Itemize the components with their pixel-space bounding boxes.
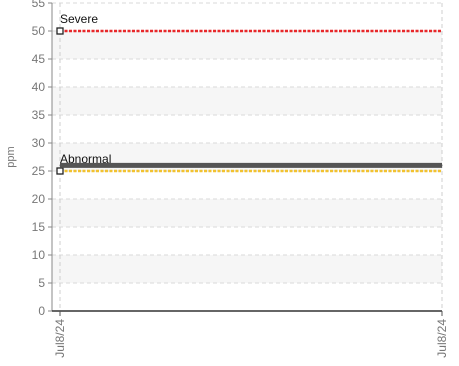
threshold-lines: Severe Abnormal xyxy=(56,12,442,175)
grid-bands xyxy=(52,31,442,283)
threshold-marker xyxy=(56,27,64,35)
y-axis-title: ppm xyxy=(5,146,17,167)
y-tick-label: 45 xyxy=(32,52,46,66)
threshold-label: Severe xyxy=(60,12,98,26)
data-point xyxy=(441,164,443,166)
grid-band xyxy=(52,87,442,115)
x-tick-label: Jul8/24 xyxy=(435,319,449,358)
x-axis: Jul8/24 Jul8/24 xyxy=(52,310,449,358)
y-tick-label: 40 xyxy=(32,80,46,94)
threshold-marker xyxy=(56,167,64,175)
y-axis: 0 5 10 15 20 25 30 35 40 45 50 55 xyxy=(32,0,53,318)
grid-band xyxy=(52,31,442,59)
y-tick-label: 30 xyxy=(32,136,46,150)
y-tick-label: 15 xyxy=(32,220,46,234)
y-tick-label: 5 xyxy=(38,276,45,290)
y-tick-label: 0 xyxy=(38,304,45,318)
grid-band xyxy=(52,199,442,227)
threshold-label: Abnormal xyxy=(60,152,111,166)
y-tick-label: 10 xyxy=(32,248,46,262)
y-tick-label: 20 xyxy=(32,192,46,206)
y-tick-label: 55 xyxy=(32,0,46,10)
data-series xyxy=(59,162,443,168)
y-tick-label: 25 xyxy=(32,164,46,178)
x-tick-label: Jul8/24 xyxy=(53,319,67,358)
grid-band xyxy=(52,255,442,283)
data-point xyxy=(59,164,61,166)
y-tick-label: 35 xyxy=(32,108,46,122)
y-tick-label: 50 xyxy=(32,24,46,38)
